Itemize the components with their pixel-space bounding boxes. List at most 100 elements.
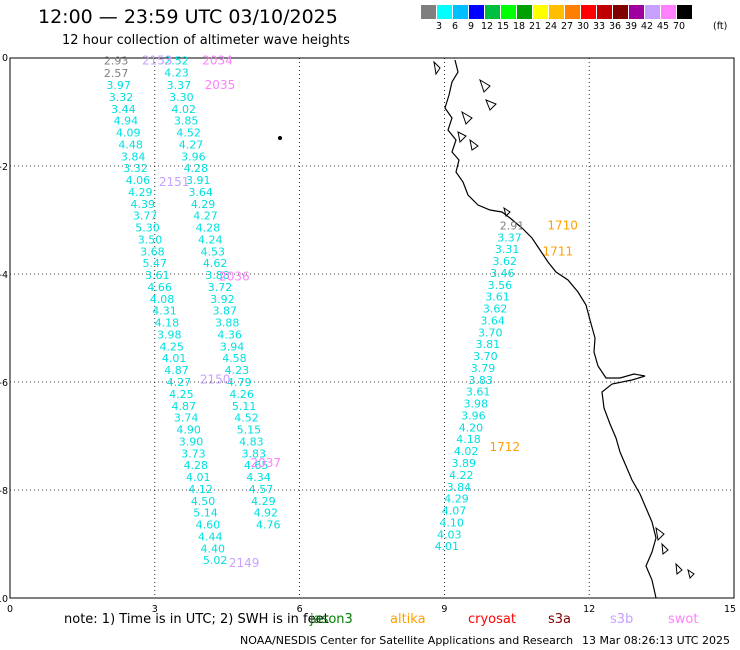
track-swot: 2.932.573.973.323.444.944.094.483.843.32… [104,55,227,568]
wave-height-value: 3.61 [466,386,491,399]
wave-height-value: 3.68 [140,245,165,258]
wave-height-value: 4.65 [244,459,269,472]
y-tick-label: -6 [0,378,8,389]
wave-height-value: 3.92 [210,293,235,306]
wave-height-value: 4.24 [198,233,223,246]
wave-height-value: 4.62 [203,257,228,270]
color-scale-label: 9 [467,21,475,32]
color-swatch [645,5,661,19]
wave-height-value: 4.27 [193,210,218,223]
wave-height-value: 5.47 [143,257,168,270]
island [655,526,665,542]
wave-height-value: 4.92 [254,507,279,520]
wave-height-value: 3.98 [464,398,489,411]
wave-height-value: 4.20 [459,421,484,434]
wave-height-value: 3.37 [167,79,192,92]
wave-height-value: 3.88 [205,269,230,282]
x-tick-label: 9 [441,604,447,615]
wave-height-value: 4.87 [172,400,197,413]
wave-height-value: 3.81 [476,338,501,351]
pass-time-label: 2035 [205,78,236,92]
y-tick-label: -4 [0,270,8,281]
wave-height-value: 5.11 [232,400,257,413]
y-tick-label: -8 [0,486,8,497]
altimeter-tracks: 2.932.573.973.323.444.944.094.483.843.32… [104,55,524,568]
wave-height-value: 4.29 [128,186,153,199]
wave-height-value: 4.48 [118,138,143,151]
pass-time-label: 2036 [219,270,250,284]
wave-height-value: 5.14 [193,507,218,520]
wave-height-value: 3.91 [186,174,211,187]
color-scale-label: 27 [560,21,574,32]
color-swatch [421,5,437,19]
color-swatch [453,5,469,19]
wave-height-value: 4.27 [179,138,204,151]
wave-height-value: 3.30 [169,91,194,104]
wave-height-value: 4.28 [184,459,209,472]
color-swatch [565,5,581,19]
legend-item-s3a: s3a [548,612,572,627]
wave-height-value: 4.18 [456,433,481,446]
color-swatch [677,5,693,19]
y-tick-label: -2 [0,162,8,173]
wave-height-value: 4.01 [162,352,187,365]
map-frame [9,57,735,599]
island [687,568,695,579]
island [461,110,473,125]
wave-height-value: 2.93 [104,55,129,68]
wave-height-value: 3.56 [488,279,513,292]
wave-height-value: 4.29 [444,493,469,506]
wave-height-value: 4.28 [184,162,209,175]
wave-height-value: 3.50 [138,233,163,246]
wave-height-value: 3.84 [121,150,146,163]
wave-height-value: 4.06 [126,174,151,187]
wave-height-value: 4.90 [176,424,201,437]
wave-height-value: 2.57 [104,67,129,80]
map-subtitle: 12 hour collection of altimeter wave hei… [62,33,350,48]
wave-height-value: 4.07 [442,505,467,518]
credit-text: NOAA/NESDIS Center for Satellite Applica… [240,634,574,647]
color-scale-label: 45 [656,21,670,32]
wave-height-value: 3.84 [447,481,472,494]
color-scale-label: 33 [592,21,606,32]
wave-height-value: 4.25 [169,388,194,401]
color-scale-label: 42 [640,21,654,32]
wave-height-value: 3.96 [181,150,206,163]
wave-height-value: 5.02 [203,554,228,567]
wave-height-value: 4.36 [217,328,242,341]
wave-height-value: 3.79 [471,362,496,375]
wave-height-value: 3.94 [220,340,245,353]
wave-height-value: 3.64 [188,186,213,199]
wave-height-value: 3.96 [461,409,486,422]
wave-height-value: 3.70 [473,350,498,363]
legend-item-s3b: s3b [610,612,634,627]
pass-time-label: 2153 [142,54,173,68]
track-jason-3: 2.913.373.313.623.463.563.613.623.643.70… [435,219,525,553]
color-swatch [517,5,533,19]
wave-height-value: 3.73 [181,447,206,460]
color-swatch [501,5,517,19]
wave-height-value: 3.85 [174,115,199,128]
pass-time-label: 2149 [229,556,260,570]
pass-time-label: 2037 [251,456,282,470]
color-scale-label: 39 [624,21,638,32]
wave-height-value: 3.83 [468,374,493,387]
wave-height-value: 4.79 [227,376,252,389]
island [675,562,683,575]
wave-height-value: 3.70 [478,326,503,339]
color-scale-label: 30 [576,21,590,32]
color-swatch [661,5,677,19]
island [661,542,669,555]
wave-height-value: 4.25 [159,340,184,353]
x-tick-label: 0 [7,604,13,615]
wave-height-value: 4.52 [176,127,201,140]
wave-height-value: 2.52 [164,55,189,68]
pass-time-label: 2034 [202,54,233,68]
wave-height-value: 4.23 [164,67,189,80]
color-scale-swatches [421,5,731,19]
pass-time-label: 1710 [547,218,578,232]
legend-item-cryosat: cryosat [468,612,516,627]
x-tick-label: 6 [297,604,303,615]
legend-item-jason3: jason3 [310,612,353,627]
